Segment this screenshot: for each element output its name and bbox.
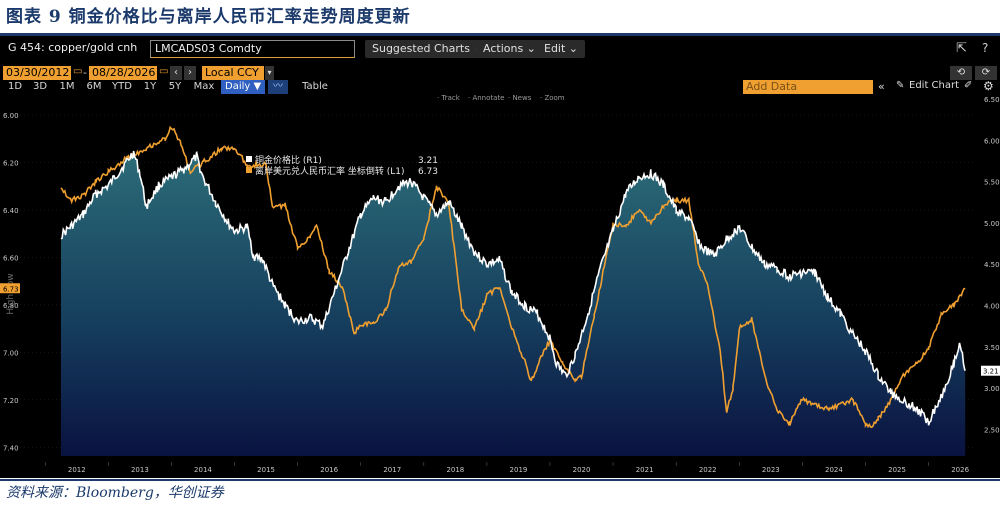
x-tick-label: 2026	[951, 466, 969, 474]
suggested-charts-button[interactable]: Suggested Charts ⌄	[365, 40, 490, 58]
x-tick-label: 2016	[320, 466, 338, 474]
x-tick-label: 2020	[573, 466, 591, 474]
toolbar: G 454: copper/gold cnh LMCADS03 Comdty S…	[0, 38, 1000, 60]
chart-area: · Track · Annotate · News · Zoom 6.00 6.20 6.…	[0, 94, 1000, 478]
date-range-bar: 03/30/2012 ▭ - 08/28/2026 ▭ ‹ › Local CC…	[0, 66, 1000, 80]
chevron-down-icon[interactable]: ▾	[265, 66, 274, 80]
chart-svg: · Track · Annotate · News · Zoom 6.00 6.20 6.…	[0, 94, 1000, 478]
figure-title: 图表 9 铜金价格比与离岸人民币汇率走势周度更新	[6, 7, 411, 27]
x-tick-label: 2023	[762, 466, 780, 474]
copper-gold-area	[61, 151, 966, 456]
left-tick-label: 6.40	[3, 207, 19, 215]
period-5y[interactable]: 5Y	[168, 81, 182, 92]
draw-icon[interactable]: ✐	[964, 80, 973, 91]
period-bar: 1D 3D 1M 6M YTD 1Y 5Y Max Daily ▼ 〰 Tabl…	[0, 79, 1000, 94]
x-tick-label: 2022	[699, 466, 717, 474]
bloomberg-chart-panel: G 454: copper/gold cnh LMCADS03 Comdty S…	[0, 36, 1000, 478]
x-tick-label: 2024	[825, 466, 843, 474]
chart-ticker-label: G 454: copper/gold cnh	[8, 41, 138, 54]
legend-name-usdcnh: 离岸美元兑人民币汇率 坐标倒转 (L1)	[255, 165, 405, 177]
title-rule	[0, 33, 1000, 36]
period-3d[interactable]: 3D	[32, 81, 48, 92]
next-arrow-icon[interactable]: ›	[184, 66, 196, 80]
right-tick-label: 6.00	[984, 137, 1000, 145]
add-data-input[interactable]: Add Data	[743, 80, 873, 94]
actions-button[interactable]: Actions ⌄	[476, 40, 543, 58]
left-tick-label: 6.60	[3, 254, 19, 262]
period-ytd[interactable]: YTD	[112, 81, 132, 92]
x-tick-label: 2013	[131, 466, 149, 474]
currency-select[interactable]: Local CCY	[202, 66, 264, 80]
left-tick-label: 7.20	[3, 397, 19, 405]
help-icon[interactable]: ?	[982, 41, 989, 55]
x-tick-label: 2014	[194, 466, 212, 474]
copper-gold-line	[60, 150, 966, 426]
range-dash: -	[83, 66, 87, 79]
source-note: 资料来源：Bloomberg，华创证券	[6, 485, 224, 501]
pencil-icon[interactable]: ✎	[896, 80, 905, 91]
legend-swatch-copper-gold	[246, 156, 252, 162]
calendar-icon[interactable]: ▭	[159, 66, 169, 77]
right-tick-label: 2.50	[984, 426, 1000, 434]
redo-icon[interactable]: ⟳	[975, 66, 997, 80]
end-date-input[interactable]: 08/28/2026	[89, 66, 157, 80]
usdcnh-line	[60, 125, 966, 429]
x-tick-label: 2015	[257, 466, 275, 474]
x-tick-label: 2019	[510, 466, 528, 474]
period-1m[interactable]: 1M	[59, 81, 75, 92]
right-tick-label: 3.50	[984, 344, 1000, 352]
left-tick-label: 6.00	[3, 112, 19, 120]
undo-icon[interactable]: ⟲	[950, 66, 972, 80]
left-tick-label: 7.40	[3, 444, 19, 452]
right-tick-label: 4.50	[984, 261, 1000, 269]
gear-icon[interactable]: ⚙	[983, 79, 994, 93]
right-tick-label: 3.00	[984, 385, 1000, 393]
last-value-right-label: 3.21	[983, 368, 999, 376]
period-1d[interactable]: 1D	[7, 81, 23, 92]
edit-button[interactable]: Edit ⌄	[537, 40, 586, 58]
last-value-right-badge	[981, 365, 1000, 376]
frequency-select[interactable]: Daily ▼	[221, 80, 266, 94]
legend-value-copper-gold: 3.21	[418, 156, 438, 166]
chart-tool-news[interactable]: · News	[508, 94, 532, 102]
legend-name-copper-gold: 铜金价格比 (R1)	[255, 154, 322, 166]
x-tick-label: 2021	[636, 466, 654, 474]
last-value-left-label: 6.73	[3, 285, 19, 293]
period-max[interactable]: Max	[193, 81, 215, 92]
period-6m[interactable]: 6M	[86, 81, 102, 92]
x-tick-label: 2025	[888, 466, 906, 474]
left-tick-label: 6.80	[3, 302, 19, 310]
left-tick-label: 6.20	[3, 159, 19, 167]
x-tick-label: 2012	[68, 466, 86, 474]
last-value-left-badge	[0, 283, 20, 294]
prev-arrow-icon[interactable]: ‹	[170, 66, 182, 80]
calendar-icon[interactable]: ▭	[73, 66, 83, 77]
table-button[interactable]: Table	[302, 81, 328, 92]
chart-tool-annotate[interactable]: · Annotate	[468, 94, 504, 102]
right-tick-label: 5.00	[984, 220, 1000, 228]
source-rule	[0, 479, 1000, 481]
legend-swatch-usdcnh	[246, 167, 252, 173]
x-tick-label: 2018	[446, 466, 464, 474]
collapse-icon[interactable]: «	[878, 80, 885, 93]
chart-tool-zoom[interactable]: · Zoom	[540, 94, 565, 102]
security-input[interactable]: LMCADS03 Comdty	[150, 40, 355, 58]
export-icon[interactable]: ⇱	[956, 41, 967, 56]
legend-value-usdcnh: 6.73	[418, 167, 438, 177]
start-date-input[interactable]: 03/30/2012	[3, 66, 71, 80]
right-tick-label: 4.00	[984, 302, 1000, 310]
period-1y[interactable]: 1Y	[143, 81, 157, 92]
left-axis-label: High Low	[6, 273, 16, 314]
right-tick-label: 5.50	[984, 179, 1000, 187]
right-tick-label: 6.50	[984, 96, 1000, 104]
x-tick-label: 2017	[383, 466, 401, 474]
chart-tool-track[interactable]: · Track	[437, 94, 461, 102]
left-tick-label: 7.00	[3, 349, 19, 357]
edit-chart-button[interactable]: Edit Chart	[909, 80, 960, 91]
line-chart-icon[interactable]: 〰	[268, 80, 288, 94]
